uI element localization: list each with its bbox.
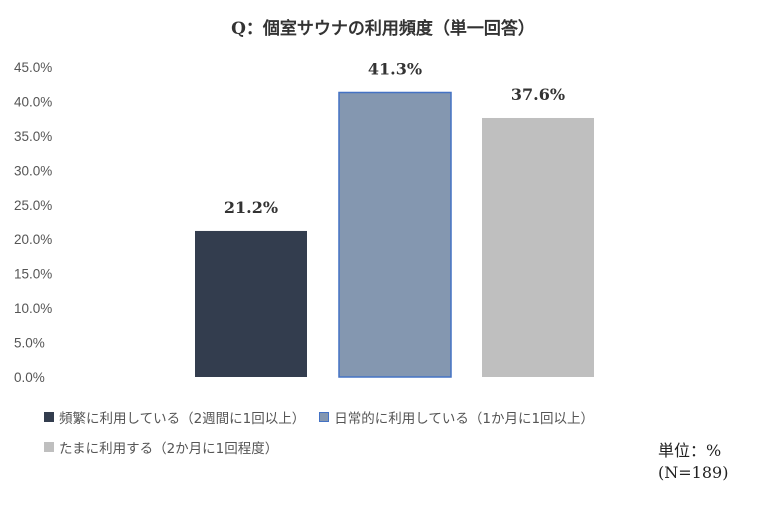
- sample-size-label: (N=189): [658, 463, 729, 482]
- data-label: 41.3%: [368, 59, 422, 78]
- y-tick-label: 25.0%: [14, 198, 52, 213]
- unit-label: 単位：%: [658, 441, 722, 460]
- legend-label-occasional: たまに利用する（2か月に1回程度）: [59, 441, 279, 457]
- y-tick-label: 40.0%: [14, 94, 52, 109]
- y-tick-label: 15.0%: [14, 267, 52, 282]
- bar-chart: 0.0% 5.0% 10.0% 15.0% 20.0% 25.0% 30.0% 35.0% 40…: [14, 59, 594, 385]
- data-label: 21.2%: [224, 198, 278, 217]
- y-tick-label: 45.0%: [14, 60, 52, 75]
- legend-label-frequent: 頻繁に利用している（2週間に1回以上）: [59, 411, 306, 427]
- bar: [195, 230, 307, 377]
- legend: 頻繁に利用している（2週間に1回以上） 日常的に利用している（1か月に1回以上）…: [44, 402, 744, 462]
- legend-swatch-occasional: [44, 442, 54, 452]
- unit-note: 単位：% (N=189): [658, 440, 728, 484]
- legend-item-occasional: たまに利用する（2か月に1回程度）: [44, 437, 278, 457]
- legend-row: 頻繁に利用している（2週間に1回以上） 日常的に利用している（1か月に1回以上）: [44, 402, 744, 432]
- y-tick-label: 5.0%: [14, 336, 45, 351]
- legend-swatch-frequent: [44, 412, 54, 422]
- legend-label-regular: 日常的に利用している（1か月に1回以上）: [334, 411, 595, 427]
- legend-swatch-regular: [319, 412, 330, 422]
- y-tick-label: 0.0%: [14, 370, 45, 385]
- bar: [482, 117, 594, 377]
- y-tick-label: 30.0%: [14, 163, 52, 178]
- data-label: 37.6%: [511, 85, 565, 104]
- chart-title: Q：個室サウナの利用頻度（単一回答）: [231, 19, 535, 39]
- y-tick-label: 20.0%: [14, 232, 52, 247]
- y-tick-label: 35.0%: [14, 129, 52, 144]
- bar: [338, 91, 452, 378]
- y-tick-label: 10.0%: [14, 301, 52, 316]
- legend-item-regular: 日常的に利用している（1か月に1回以上）: [319, 407, 594, 427]
- legend-item-frequent: 頻繁に利用している（2週間に1回以上）: [44, 407, 305, 427]
- legend-row: たまに利用する（2か月に1回程度）: [44, 432, 744, 462]
